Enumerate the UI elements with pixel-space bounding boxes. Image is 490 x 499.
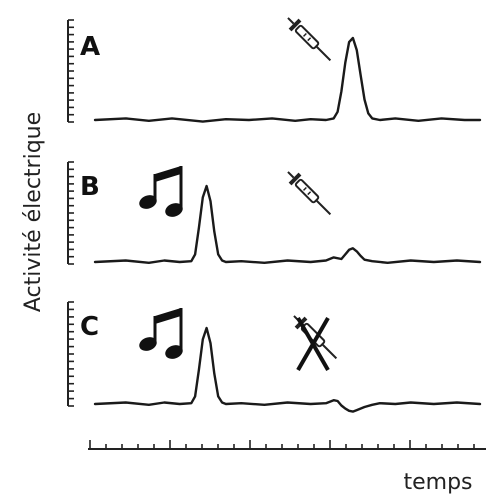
panel-b-trace xyxy=(93,184,482,264)
panel-c-label: C xyxy=(80,312,99,342)
panel-c-y-axis xyxy=(67,301,74,407)
x-axis xyxy=(88,440,486,450)
panel-b-label: B xyxy=(80,172,100,202)
syringe-icon xyxy=(287,17,332,62)
panel-a: A xyxy=(67,17,482,123)
panel-c-trace xyxy=(93,326,482,413)
x-axis-label: temps xyxy=(403,470,472,495)
syringe-icon xyxy=(287,171,332,216)
panel-a-label: A xyxy=(80,32,100,62)
music-notes-icon xyxy=(139,166,183,217)
crossed-syringe-icon xyxy=(293,315,338,371)
panel-c: C xyxy=(67,301,482,413)
y-axis-label: Activité électrique xyxy=(21,112,46,312)
panel-a-y-axis xyxy=(67,19,74,123)
panel-b: B xyxy=(67,161,482,265)
panel-a-trace xyxy=(93,36,482,123)
panel-b-y-axis xyxy=(67,161,74,265)
music-notes-icon xyxy=(139,308,183,359)
